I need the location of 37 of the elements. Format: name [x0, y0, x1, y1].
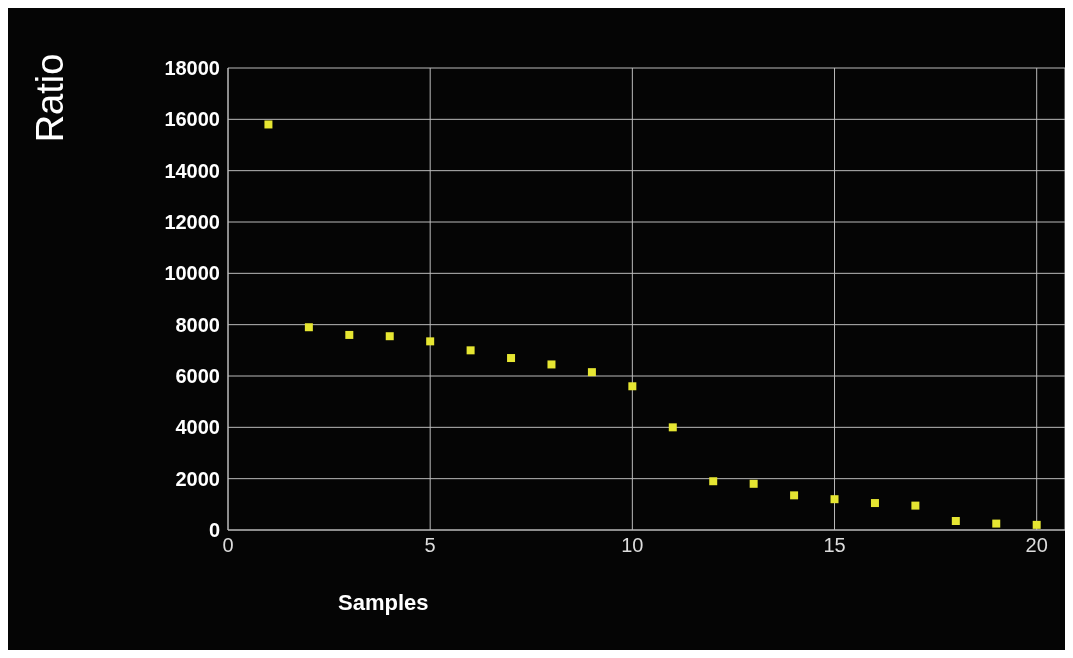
- y-tick-label: 2000: [175, 467, 220, 490]
- y-tick-label: 8000: [175, 313, 220, 336]
- y-tick-label: 12000: [164, 211, 220, 234]
- x-tick-label: 0: [222, 534, 234, 557]
- x-tick-label: 10: [621, 534, 644, 557]
- point: [466, 346, 475, 355]
- point: [668, 423, 677, 432]
- point: [304, 323, 313, 332]
- x-tick-label: 5: [424, 534, 436, 557]
- point: [830, 495, 839, 504]
- point: [992, 519, 1001, 528]
- point: [790, 491, 799, 500]
- x-axis-title: Samples: [338, 590, 429, 615]
- y-tick-label: 6000: [175, 365, 220, 388]
- x-tick-label: 15: [823, 534, 846, 557]
- point: [709, 477, 718, 486]
- point: [426, 337, 435, 346]
- point: [911, 501, 920, 510]
- y-tick-label: 16000: [164, 108, 220, 131]
- x-tick-label: 20: [1025, 534, 1048, 557]
- point: [264, 120, 273, 129]
- point: [587, 368, 596, 377]
- point: [628, 382, 637, 391]
- y-tick-label: 4000: [175, 416, 220, 439]
- y-tick-label: 14000: [164, 159, 220, 182]
- y-tick-label: 0: [208, 519, 220, 542]
- point: [1032, 520, 1041, 529]
- point: [507, 354, 516, 363]
- point: [385, 332, 394, 341]
- y-tick-label: 10000: [164, 262, 220, 285]
- y-axis-title: Ratio: [29, 53, 71, 143]
- point: [749, 479, 758, 488]
- y-tick-label: 18000: [164, 57, 220, 80]
- point: [547, 360, 556, 369]
- point: [345, 330, 354, 339]
- point: [951, 517, 960, 526]
- point: [870, 499, 879, 508]
